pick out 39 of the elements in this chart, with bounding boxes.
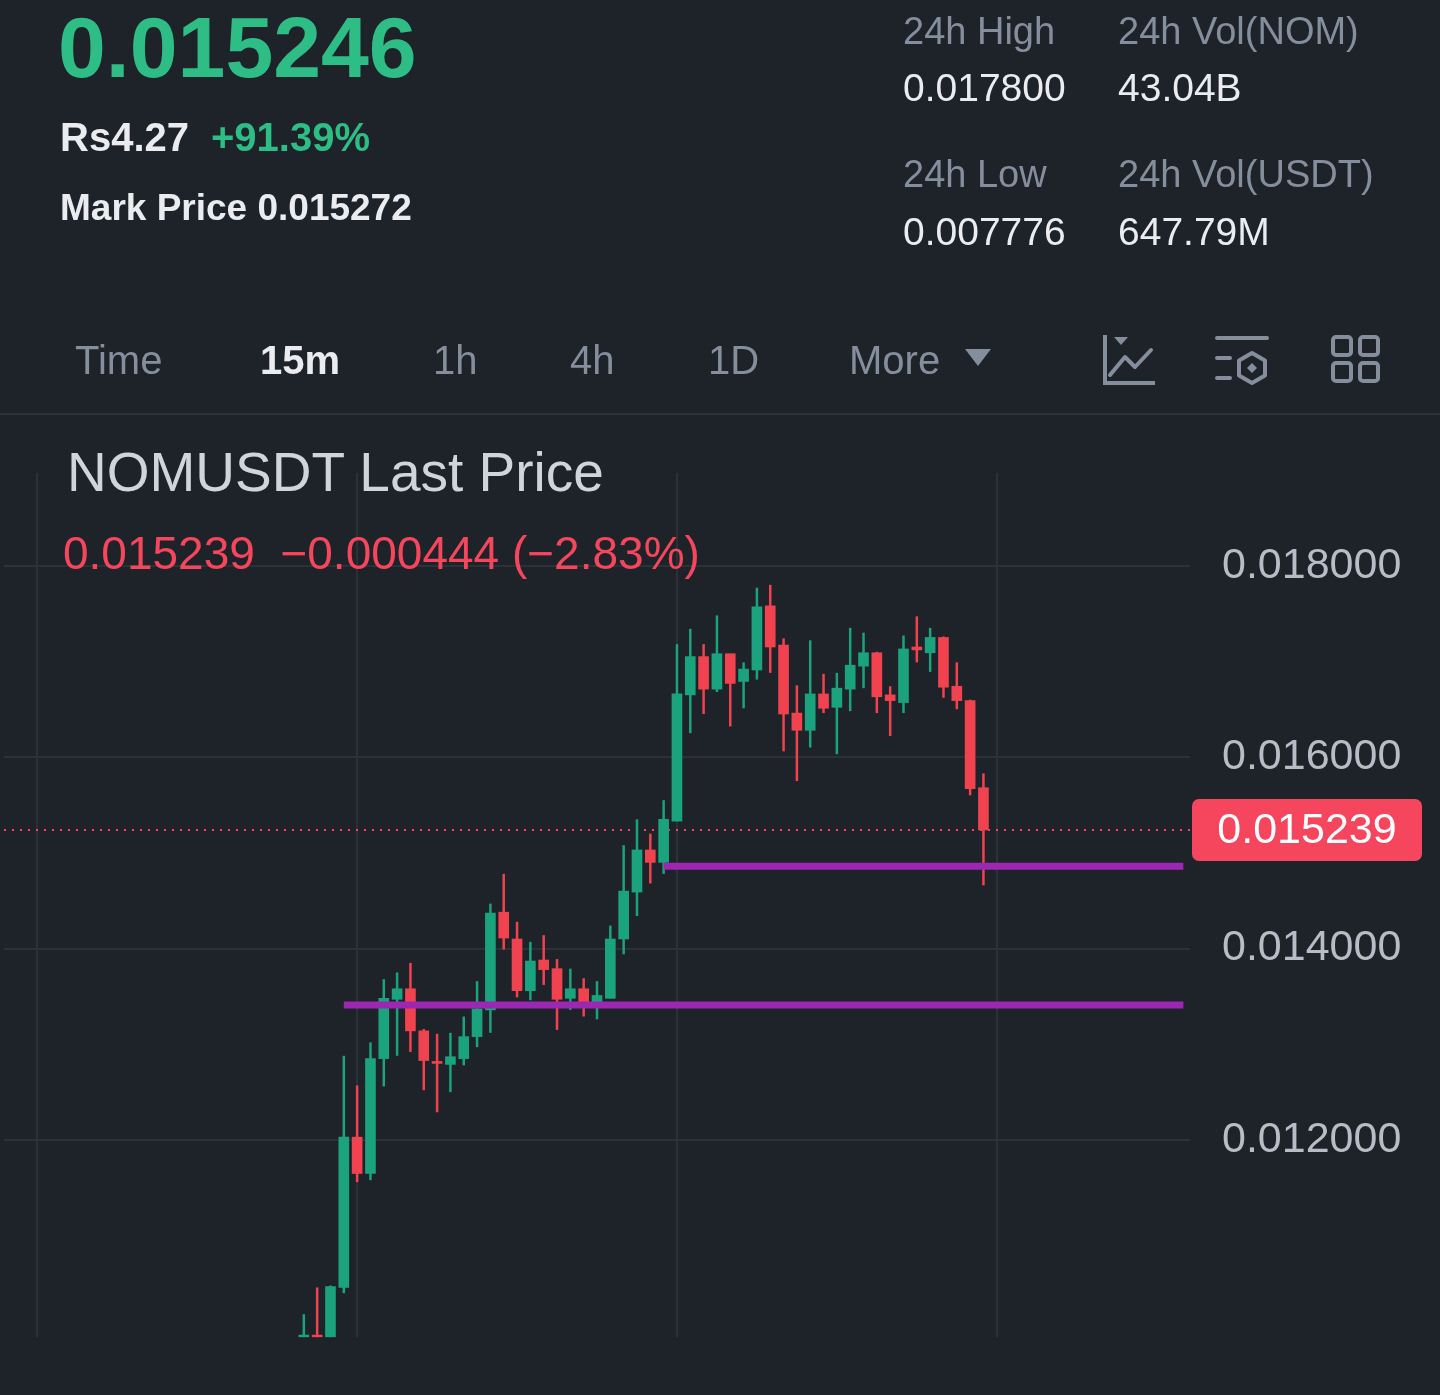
candlestick [791,684,803,783]
text: 24h Low [903,153,1047,197]
text: 24h Vol(USDT) [1118,153,1374,197]
text: 0.007776 [903,209,1066,255]
y-tick-label: 0.012000 [1222,1112,1402,1161]
y-tick-label: 0.018000 [1222,538,1402,587]
text: 43.04B [1118,65,1242,111]
candlestick [431,1032,443,1114]
candlestick [858,631,869,690]
candlestick [445,1031,456,1094]
candlestick [644,832,656,885]
text: 24h High [903,10,1056,54]
text: 1D [708,337,760,383]
text: 647.79M [1118,209,1270,255]
y-tick-label: 0.016000 [1222,729,1402,778]
text: 4h [570,337,615,383]
text: Rs4.27 [60,114,189,160]
text: 0.015246 [58,0,417,97]
text: 24h Vol(NOM) [1118,10,1359,54]
candlestick [538,933,550,987]
candlestick [391,971,403,1058]
text: +91.39% [211,114,371,160]
text: Time [75,337,163,383]
candlestick [738,661,749,710]
candlestick [458,1015,470,1067]
text: 1h [433,337,478,383]
text: Mark Price 0.015272 [60,186,412,230]
text: 15m [260,337,341,383]
candlestick [565,967,576,1012]
text: 0.017800 [903,65,1066,111]
candlestick [818,672,829,715]
ref-line-label: 0.015239 [1217,803,1397,852]
candlestick [951,661,963,711]
text: More [849,337,941,383]
candlestick [831,671,843,756]
candlestick [924,626,936,674]
y-tick-label: 0.014000 [1222,921,1402,970]
chart-title: NOMUSDT Last Price [67,441,604,505]
text: 0.015239 −0.000444 (−2.83%) [63,526,700,580]
